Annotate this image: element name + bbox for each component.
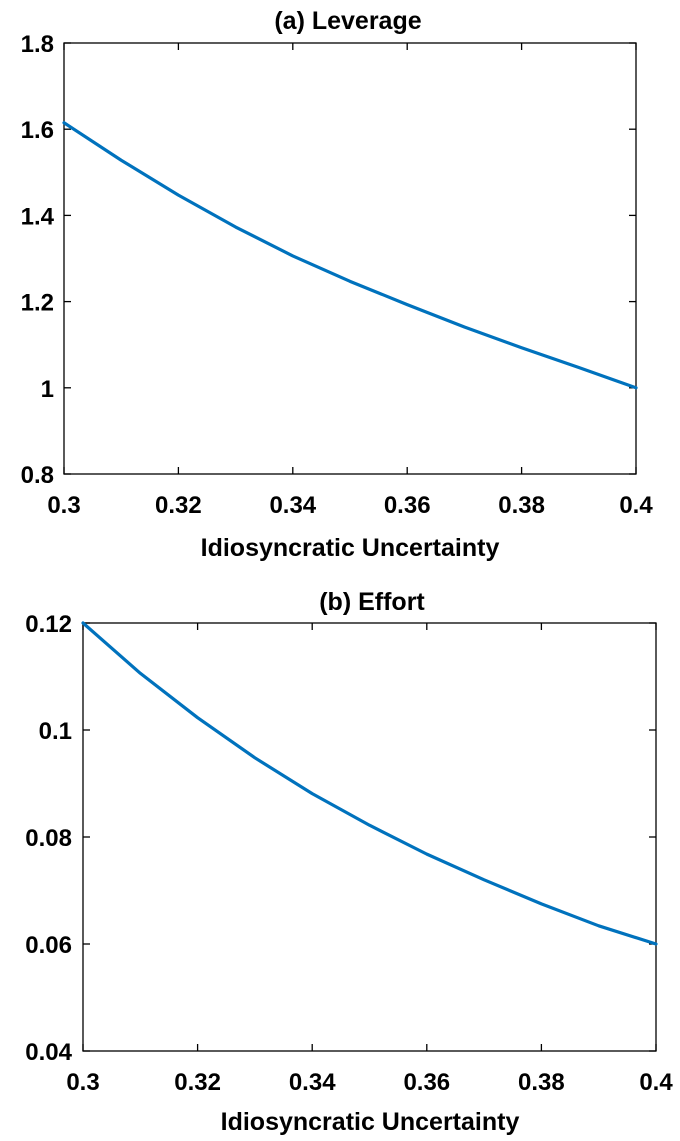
chart-title: (b) Effort xyxy=(319,588,425,616)
x-tick-label: 0.3 xyxy=(47,492,80,519)
plot-frame xyxy=(82,622,657,1052)
x-axis-label: Idiosyncratic Uncertainty xyxy=(221,1108,520,1136)
y-tick-label: 0.8 xyxy=(21,462,54,489)
y-tick-label: 0.12 xyxy=(25,611,72,638)
series-group xyxy=(62,121,638,390)
plot-frame xyxy=(63,42,637,475)
panel-effort: (b) Effort 0.3 0.32 0.34 0.36 0.38 0.4 0.04 0.0… xyxy=(25,588,673,1136)
series-group xyxy=(81,621,658,946)
y-tick-label: 0.1 xyxy=(39,718,72,745)
series-line xyxy=(81,621,658,946)
x-tick-label: 0.4 xyxy=(639,1069,673,1096)
y-tick-label: 0.08 xyxy=(25,825,72,852)
y-tick-label: 1.2 xyxy=(21,290,54,317)
tick-group: 0.3 0.32 0.34 0.36 0.38 0.4 0.04 0.06 0.08 0.1 0.1… xyxy=(25,611,673,1096)
series-line xyxy=(62,121,638,390)
x-tick-label: 0.34 xyxy=(289,1069,336,1096)
x-tick-label: 0.34 xyxy=(269,492,316,519)
x-tick-label: 0.32 xyxy=(155,492,202,519)
x-tick-label: 0.32 xyxy=(174,1069,221,1096)
y-tick-label: 0.06 xyxy=(25,932,72,959)
x-tick-label: 0.3 xyxy=(66,1069,99,1096)
x-tick-label: 0.4 xyxy=(619,492,653,519)
chart-title: (a) Leverage xyxy=(274,7,421,35)
x-tick-label: 0.36 xyxy=(384,492,431,519)
x-tick-label: 0.38 xyxy=(498,492,545,519)
x-tick-label: 0.38 xyxy=(518,1069,565,1096)
y-tick-label: 0.04 xyxy=(25,1039,72,1066)
y-tick-label: 1.6 xyxy=(21,117,54,144)
y-tick-label: 1 xyxy=(41,376,54,403)
y-tick-label: 1.8 xyxy=(21,31,54,58)
x-tick-label: 0.36 xyxy=(403,1069,450,1096)
tick-group: 0.3 0.32 0.34 0.36 0.38 0.4 0.8 1 1.2 1.4 1.6 1.8 xyxy=(21,31,654,519)
x-axis-label: Idiosyncratic Uncertainty xyxy=(201,534,500,562)
panel-leverage: (a) Leverage 0.3 0.32 0.34 0.36 0.38 0.4 0.8 1 1… xyxy=(21,7,654,562)
y-tick-label: 1.4 xyxy=(21,203,55,230)
